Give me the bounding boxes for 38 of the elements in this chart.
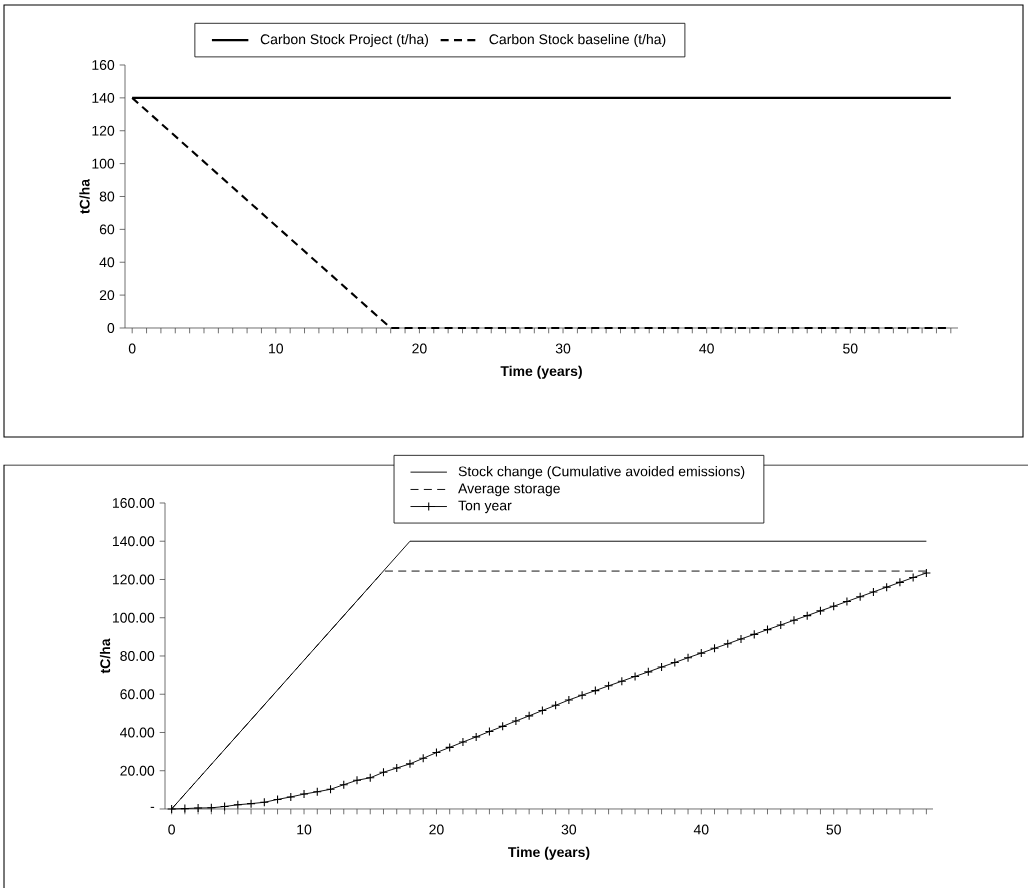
- y-tick-label: 160: [92, 60, 115, 70]
- x-tick-label: 0: [168, 824, 175, 835]
- y-tick-label: 80.00: [120, 651, 155, 661]
- x-axis-title: Time (years): [500, 365, 582, 379]
- y-tick-label: 100.00: [112, 612, 155, 623]
- y-tick-label: 40.00: [120, 727, 155, 738]
- x-tick-label: 30: [561, 824, 577, 835]
- legend-label: Ton year: [458, 500, 512, 514]
- y-tick-label: 80: [99, 191, 115, 202]
- x-tick-label: 50: [826, 824, 841, 835]
- y-tick-label: 40: [99, 257, 115, 268]
- legend-label: Average storage: [458, 483, 560, 497]
- y-tick-label: 120.00: [112, 574, 155, 585]
- y-tick-label: 60: [99, 224, 115, 235]
- y-axis-title: tC/ha: [79, 178, 90, 214]
- y-tick-label: 0: [107, 323, 115, 333]
- x-tick-label: 40: [699, 343, 714, 354]
- y-tick-label: 140: [92, 92, 115, 103]
- y-tick-label: 120: [92, 125, 115, 136]
- y-tick-label: 60.00: [120, 689, 155, 700]
- y-axis-title: tC/ha: [99, 638, 111, 674]
- x-tick-label: 10: [269, 343, 284, 354]
- x-tick-label: 40: [693, 824, 709, 835]
- legend-label: Stock change (Cumulative avoided emissions): [458, 466, 745, 480]
- y-tick-label: 20.00: [120, 765, 155, 776]
- legend-label: Carbon Stock baseline (t/ha): [489, 33, 666, 48]
- x-tick-label: 50: [843, 343, 858, 354]
- y-tick-label: 140.00: [112, 536, 155, 547]
- x-tick-label: 20: [412, 343, 427, 354]
- legend-label: Carbon Stock Project (t/ha): [260, 33, 429, 48]
- x-tick-label: 30: [555, 343, 571, 354]
- y-tick-label: -: [150, 806, 155, 808]
- y-tick-label: 160.00: [112, 498, 155, 508]
- y-tick-label: 20: [99, 290, 115, 301]
- x-tick-label: 10: [297, 824, 312, 835]
- x-tick-label: 20: [429, 824, 444, 835]
- x-axis-title: Time (years): [508, 846, 590, 860]
- y-tick-label: 100: [92, 158, 115, 169]
